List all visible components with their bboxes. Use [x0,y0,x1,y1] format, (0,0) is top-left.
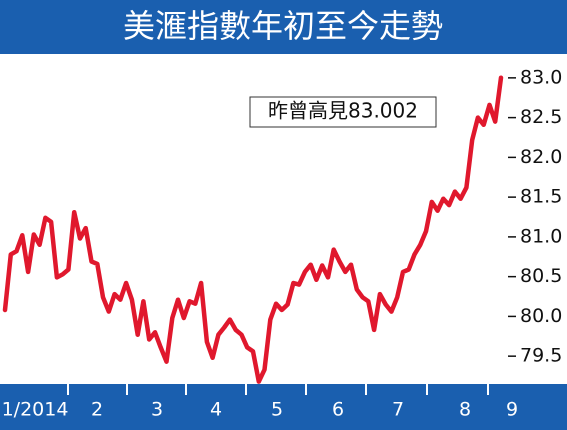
x-tick-label: 4 [210,399,222,421]
y-tick-label: 82.5 [520,106,562,128]
y-tick-label: 80.5 [520,265,562,287]
x-tick-label: 9 [506,399,518,421]
chart-title: 美滙指數年初至今走勢 [123,7,443,45]
x-tick-label: 5 [271,399,283,421]
annotation-box [249,96,437,128]
y-tick-label: 81.5 [520,186,562,208]
title-band [0,0,567,54]
line [2,75,504,384]
x-tick-label: 6 [332,399,344,421]
y-tick-label: 82.0 [520,146,562,168]
y-tick-label: 83.0 [520,66,562,88]
x-tick-label: 2 [91,399,103,421]
annotation: 昨曾高見83.002 [268,99,418,123]
x-axis-band [0,384,567,430]
y-tick-label: 81.0 [520,225,562,247]
x-tick-label: 3 [151,399,163,421]
x-tick-label: 8 [459,399,471,421]
y-tick-label: 79.5 [520,345,562,367]
y-tick-label: 80.0 [520,305,562,327]
x-tick-label: 7 [392,399,404,421]
x-tick-label: 1/2014 [2,399,69,421]
